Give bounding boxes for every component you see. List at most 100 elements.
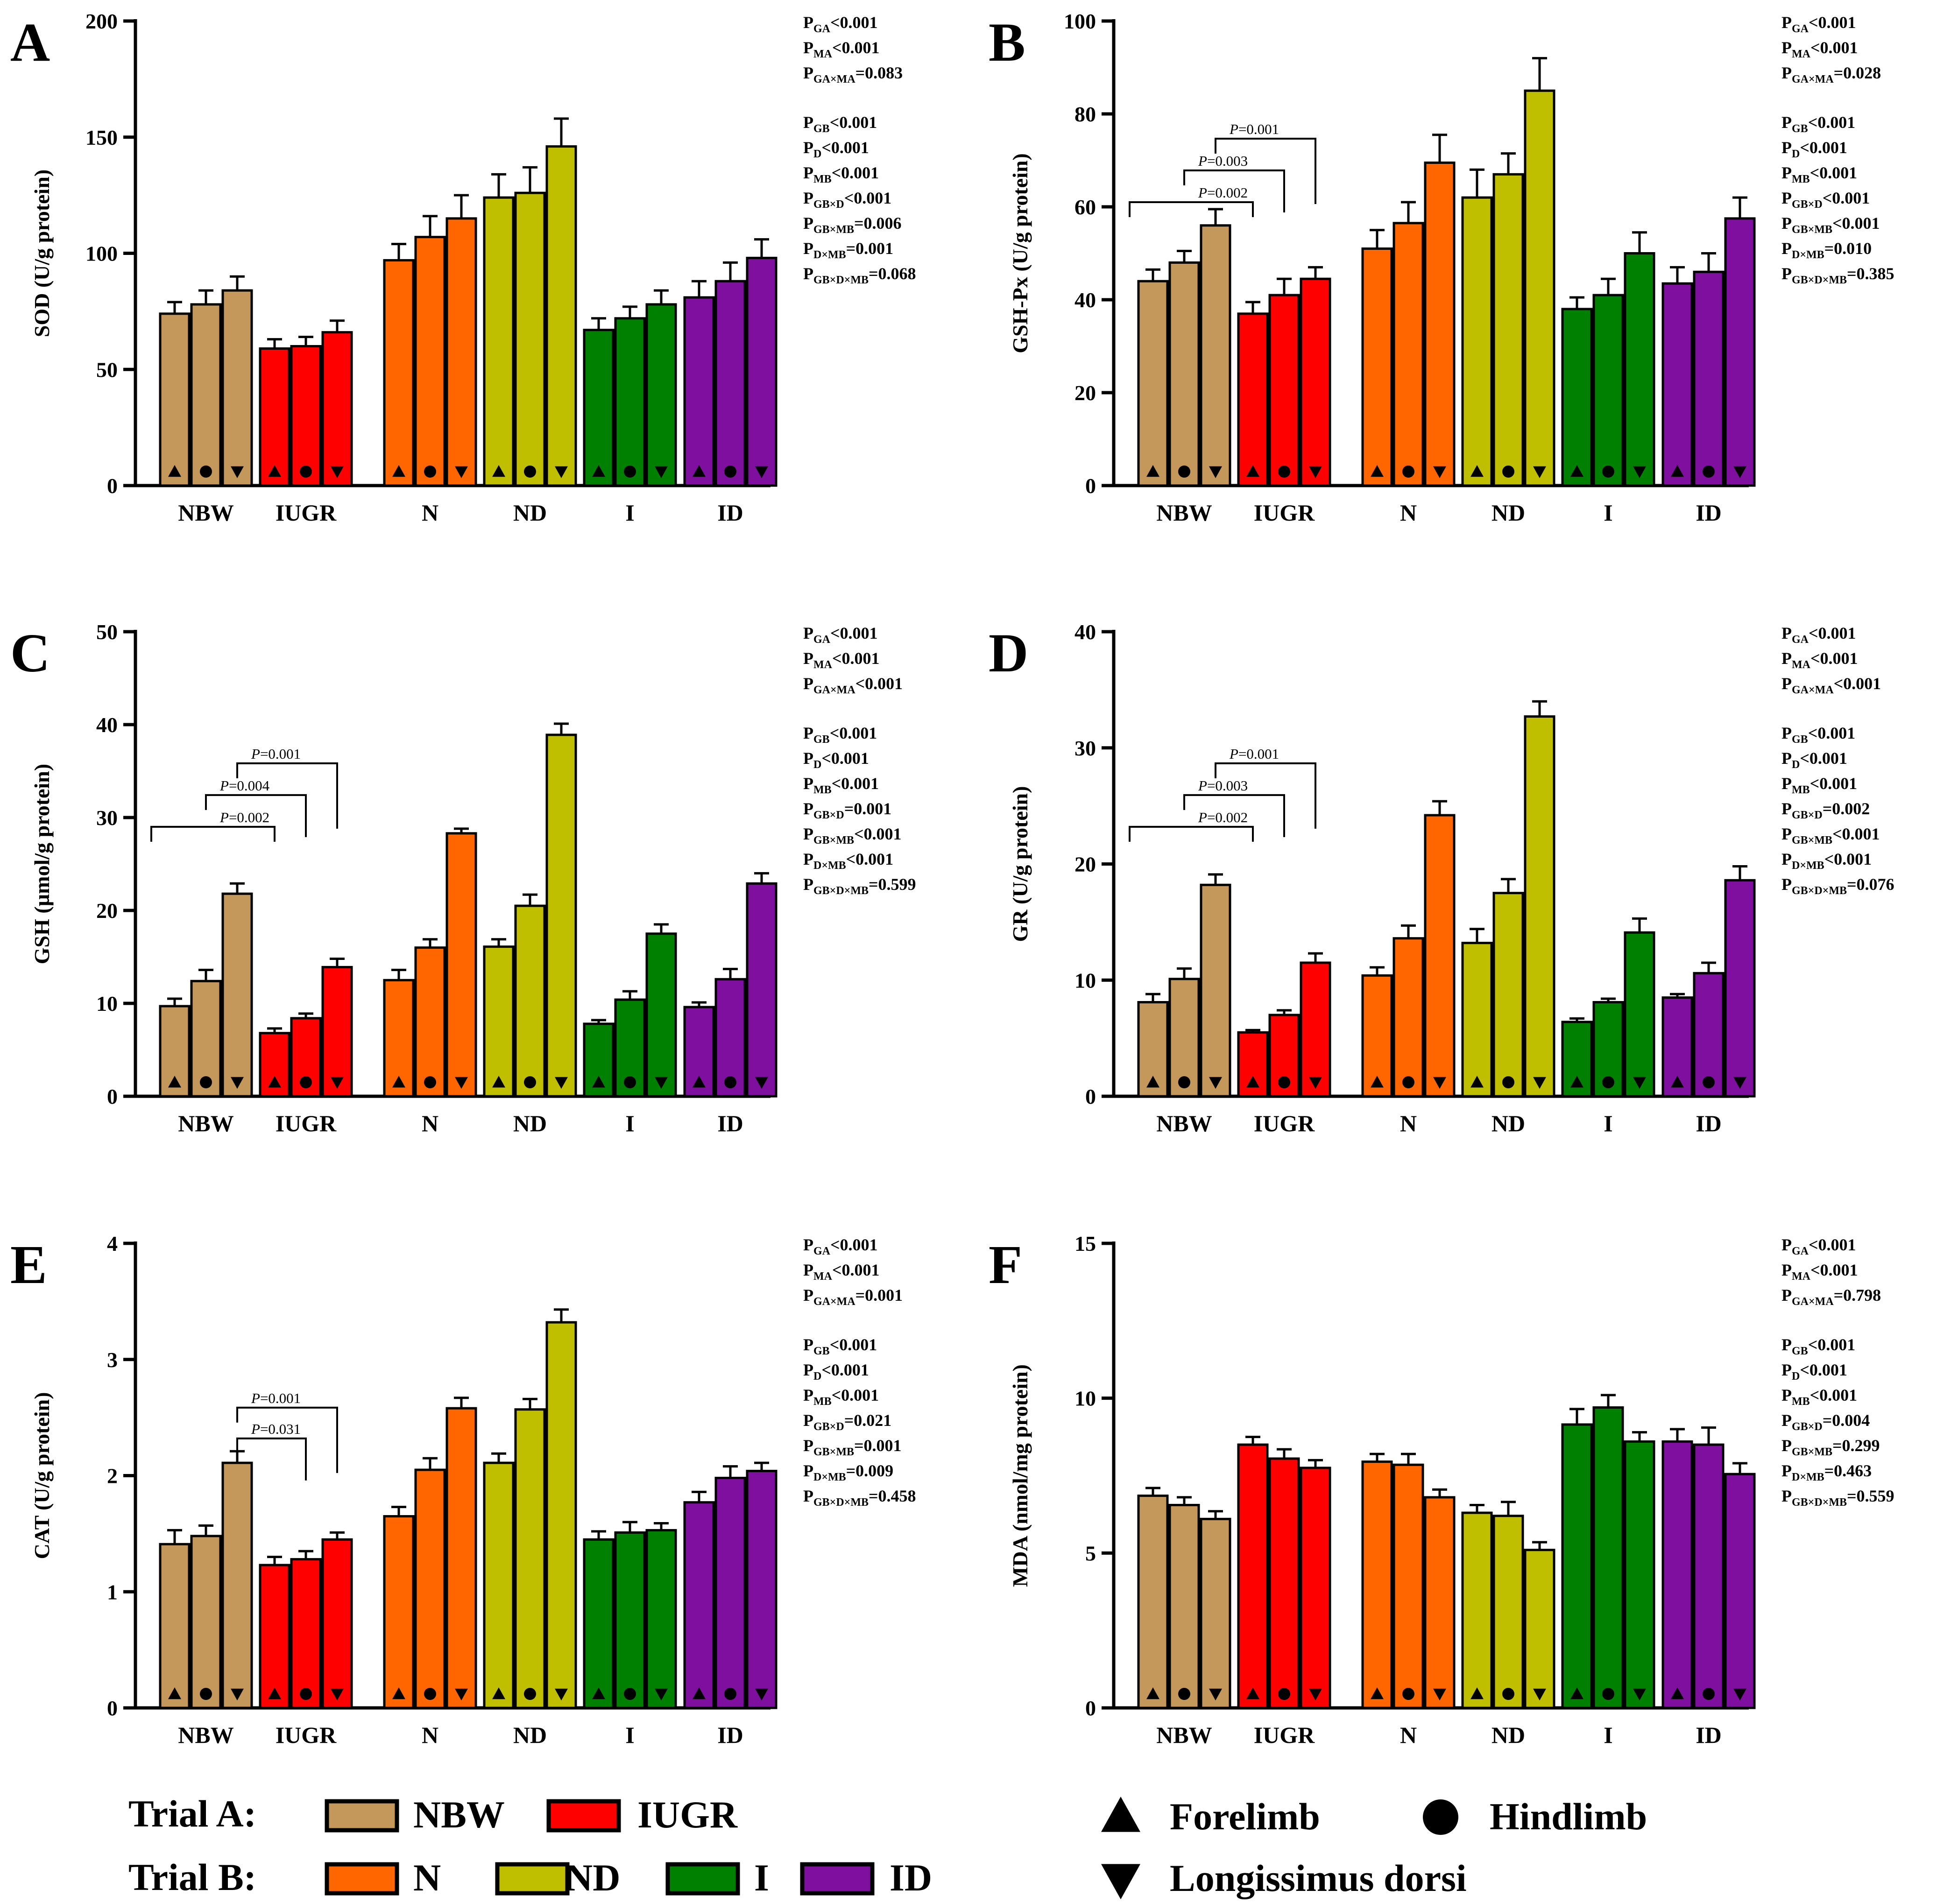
triangle-down-icon bbox=[455, 466, 468, 478]
legend-trial-b-label: Trial B: bbox=[128, 1856, 256, 1898]
stat-value: <0.001 bbox=[821, 138, 869, 157]
stat-value: <0.001 bbox=[1809, 13, 1856, 32]
stat-value: <0.001 bbox=[832, 649, 880, 668]
triangle-down-icon bbox=[455, 1077, 468, 1089]
stat-line: PGA×MA<0.001 bbox=[1781, 674, 1881, 696]
stat-value: =0.009 bbox=[846, 1461, 894, 1480]
bar-ID-2 bbox=[746, 256, 778, 487]
stat-p: P bbox=[803, 239, 813, 258]
stat-value: <0.001 bbox=[832, 774, 879, 793]
triangle-up-icon bbox=[392, 465, 405, 477]
p-label: P bbox=[1198, 777, 1207, 794]
y-tick-label: 40 bbox=[96, 713, 118, 737]
legend-tissue-label: Longissimus dorsi bbox=[1170, 1857, 1467, 1899]
triangle-down-icon bbox=[1433, 1077, 1446, 1089]
triangle-down-icon bbox=[1533, 1688, 1546, 1700]
stat-value: =0.010 bbox=[1824, 239, 1872, 258]
stat-subscript: MA bbox=[1792, 659, 1811, 671]
triangle-down-icon bbox=[755, 466, 768, 478]
stat-line: PGB×D=0.004 bbox=[1781, 1411, 1870, 1433]
circle-icon bbox=[200, 1688, 212, 1700]
y-tick-label: 20 bbox=[1074, 853, 1096, 876]
stat-line: PD×MB<0.001 bbox=[1781, 850, 1872, 872]
triangle-up-icon bbox=[592, 465, 605, 477]
bar-I-2 bbox=[1624, 252, 1655, 487]
bar-IUGR-2 bbox=[321, 966, 353, 1098]
bar-N-2 bbox=[445, 832, 477, 1098]
stat-value: =0.068 bbox=[869, 264, 916, 283]
x-category-label: I bbox=[625, 1110, 634, 1136]
bar-NBW-1 bbox=[1168, 261, 1200, 487]
stat-value: =0.001 bbox=[846, 239, 894, 258]
stat-p: P bbox=[1781, 1487, 1792, 1505]
stat-subscript: MB bbox=[1792, 784, 1810, 796]
bar-IUGR-1 bbox=[290, 1558, 322, 1709]
stat-line: PMB<0.001 bbox=[1781, 163, 1857, 185]
bar-ND-1 bbox=[1492, 892, 1524, 1098]
x-category-label: ID bbox=[1696, 1722, 1722, 1748]
bar-ID-1 bbox=[714, 1476, 746, 1709]
bar-I-2 bbox=[645, 1529, 677, 1709]
chart-panel-F: F 0 5 10 15 MDA (nmol/mg protein) NBW IUGR N ND I I… bbox=[989, 1232, 1894, 1748]
triangle-up-icon bbox=[492, 1687, 505, 1699]
stat-p: P bbox=[803, 1235, 813, 1254]
stat-line: PGB×D×MB=0.068 bbox=[803, 264, 916, 286]
stat-line: PMB<0.001 bbox=[803, 163, 879, 185]
triangle-down-icon bbox=[331, 1077, 344, 1089]
circle-icon bbox=[1423, 1799, 1458, 1835]
x-category-label: ID bbox=[717, 1110, 743, 1136]
stat-p: P bbox=[1781, 1235, 1792, 1254]
y-tick-label: 3 bbox=[107, 1348, 118, 1372]
stat-p: P bbox=[803, 624, 813, 642]
p-label: P bbox=[251, 1390, 260, 1406]
bar-IUGR-1 bbox=[1268, 294, 1300, 487]
p-label: P bbox=[1198, 184, 1207, 201]
stat-subscript: MB bbox=[813, 173, 832, 185]
circle-icon bbox=[624, 1688, 636, 1700]
y-tick-label: 20 bbox=[1074, 381, 1096, 405]
stat-p: P bbox=[1781, 850, 1792, 868]
y-tick-label: 10 bbox=[1074, 968, 1096, 992]
x-category-label: IUGR bbox=[1254, 1110, 1315, 1136]
panel-letter: E bbox=[10, 1234, 47, 1295]
stat-value: =0.463 bbox=[1824, 1461, 1872, 1480]
stat-subscript: D bbox=[813, 1370, 821, 1382]
bar-NBW-0 bbox=[1137, 280, 1169, 487]
triangle-down-icon bbox=[755, 1077, 768, 1089]
x-category-label: ID bbox=[717, 1722, 743, 1748]
bar-ID-2 bbox=[1724, 879, 1756, 1098]
stat-p: P bbox=[1781, 799, 1792, 818]
legend-item-label: ID bbox=[890, 1856, 932, 1899]
stat-line: PGA×MA=0.798 bbox=[1781, 1286, 1881, 1308]
triangle-down-icon bbox=[331, 1688, 344, 1700]
x-category-label: N bbox=[422, 1722, 438, 1748]
x-category-label: ND bbox=[513, 1722, 547, 1748]
circle-icon bbox=[300, 1688, 312, 1700]
stat-value: =0.004 bbox=[1823, 1411, 1870, 1430]
bar-ND-0 bbox=[483, 196, 515, 487]
stat-subscript: GB×D bbox=[813, 809, 844, 821]
circle-icon bbox=[1402, 1076, 1414, 1088]
stat-line: PGB<0.001 bbox=[1781, 113, 1855, 135]
stat-subscript: D×MB bbox=[1792, 860, 1824, 872]
stat-value: =0.021 bbox=[844, 1411, 892, 1430]
bar-ND-0 bbox=[1461, 196, 1493, 487]
circle-icon bbox=[424, 1688, 436, 1700]
stat-value: <0.001 bbox=[832, 1386, 879, 1404]
comparison-bracket bbox=[1183, 794, 1285, 837]
bar-I-2 bbox=[1624, 1440, 1655, 1709]
comparison-p-value: P=0.031 bbox=[251, 1421, 301, 1437]
bar-IUGR-1 bbox=[290, 345, 322, 487]
circle-icon bbox=[1178, 1688, 1190, 1700]
circle-icon bbox=[200, 1076, 212, 1088]
stat-line: PGB×D×MB=0.385 bbox=[1781, 264, 1894, 286]
x-category-label: I bbox=[625, 500, 634, 526]
bar-NBW-2 bbox=[221, 892, 253, 1098]
stat-value: =0.385 bbox=[1847, 264, 1894, 283]
circle-icon bbox=[424, 1076, 436, 1088]
x-category-label: ND bbox=[1491, 1722, 1525, 1748]
stat-subscript: D bbox=[1792, 759, 1800, 771]
stat-p: P bbox=[803, 1386, 813, 1404]
bar-NBW-1 bbox=[1168, 1504, 1200, 1709]
stat-line: PD×MB<0.001 bbox=[803, 850, 893, 872]
